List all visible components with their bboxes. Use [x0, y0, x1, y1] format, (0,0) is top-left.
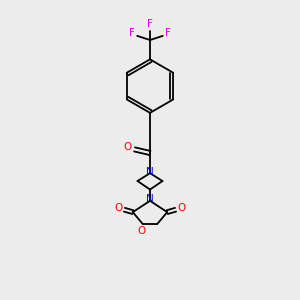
- Text: O: O: [114, 203, 123, 213]
- Text: O: O: [138, 226, 146, 236]
- Text: F: F: [147, 19, 153, 29]
- Text: F: F: [129, 28, 134, 38]
- Text: N: N: [146, 194, 154, 204]
- Text: O: O: [124, 142, 132, 152]
- Text: N: N: [146, 167, 154, 177]
- Text: F: F: [166, 28, 171, 38]
- Text: O: O: [177, 203, 186, 213]
